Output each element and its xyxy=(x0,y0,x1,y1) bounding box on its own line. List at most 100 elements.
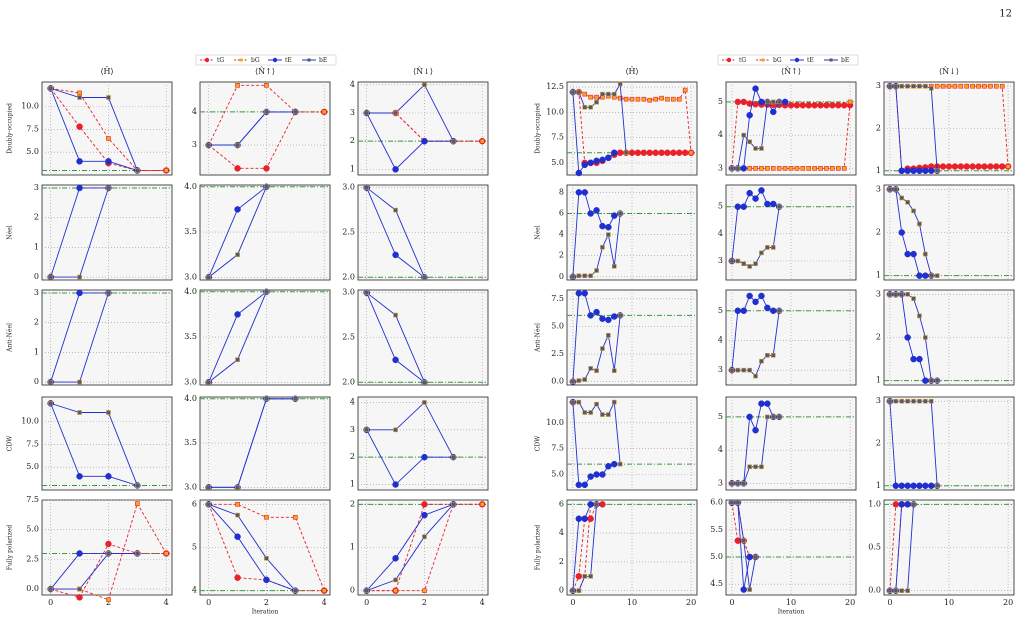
marker xyxy=(106,95,111,100)
marker xyxy=(917,313,922,319)
y-tick-label: 1 xyxy=(876,271,881,280)
marker xyxy=(588,410,593,415)
y-tick-label: 10.0 xyxy=(546,418,564,427)
panel: 3 4 5 xyxy=(718,396,857,491)
marker xyxy=(599,222,606,230)
y-tick-label: 10.0 xyxy=(21,417,39,426)
y-tick-label: 2 xyxy=(876,333,881,342)
marker xyxy=(923,251,928,257)
panel: 3 4 5 xyxy=(718,184,857,281)
panel-bg xyxy=(199,81,331,176)
marker xyxy=(264,109,269,115)
panel: 2.0 2.5 3.0 xyxy=(342,183,489,281)
y-tick-label: 5.0 xyxy=(551,158,564,167)
marker xyxy=(76,123,83,130)
marker xyxy=(76,594,83,601)
y-tick-label: 1 xyxy=(350,543,355,552)
y-tick-label: 7.5 xyxy=(551,444,564,453)
marker xyxy=(753,261,758,267)
y-tick-label: 5 xyxy=(718,306,723,315)
y-tick-label: 2 xyxy=(876,439,881,448)
marker xyxy=(105,158,112,165)
marker xyxy=(264,83,269,88)
marker xyxy=(976,83,981,89)
y-tick-label: 2 xyxy=(350,499,355,508)
row-label: Anti-Néel xyxy=(7,323,14,353)
marker xyxy=(611,263,617,269)
marker xyxy=(393,427,398,433)
y-tick-label: 8 xyxy=(559,187,564,196)
marker xyxy=(393,577,398,583)
series-line xyxy=(366,429,454,486)
marker xyxy=(752,85,759,92)
marker xyxy=(421,453,428,461)
marker xyxy=(451,502,456,507)
marker xyxy=(106,290,111,296)
y-tick-label: 5 xyxy=(718,412,723,421)
y-tick-label: 2.0 xyxy=(342,377,355,386)
y-tick-label: 4 xyxy=(192,107,197,116)
marker xyxy=(582,573,588,579)
marker xyxy=(911,398,916,404)
marker xyxy=(576,273,582,279)
series-line xyxy=(50,87,167,171)
y-tick-label: 3.0 xyxy=(184,272,197,281)
marker xyxy=(665,96,670,102)
y-tick-label: 0 xyxy=(34,377,39,386)
y-tick-label: 2.5 xyxy=(551,349,564,358)
marker xyxy=(887,292,893,297)
marker xyxy=(611,91,617,97)
marker xyxy=(934,273,940,278)
marker xyxy=(835,166,841,171)
marker xyxy=(759,464,764,470)
marker xyxy=(652,149,659,157)
marker xyxy=(753,146,758,151)
y-tick-label: 0 xyxy=(350,586,355,595)
marker xyxy=(570,89,576,95)
legend-label: bE xyxy=(841,57,849,64)
marker xyxy=(670,149,677,157)
marker xyxy=(479,502,485,507)
x-tick-label: 20 xyxy=(1003,598,1013,607)
marker xyxy=(594,99,599,105)
marker xyxy=(581,481,588,489)
marker xyxy=(77,379,82,385)
y-tick-label: 1 xyxy=(876,481,881,490)
column-title: ⟨N̂↓⟩ xyxy=(413,67,433,76)
y-tick-label: 2.5 xyxy=(342,333,355,342)
y-tick-label: 4 xyxy=(350,397,355,406)
panel: 5.0 7.5 10.0 xyxy=(21,81,173,176)
marker xyxy=(788,166,794,171)
marker xyxy=(805,102,812,109)
marker xyxy=(600,244,605,250)
marker xyxy=(794,166,800,171)
marker xyxy=(611,460,618,468)
marker xyxy=(664,149,671,157)
marker xyxy=(752,298,759,306)
marker xyxy=(594,502,599,507)
marker xyxy=(106,185,111,191)
marker xyxy=(812,166,817,171)
marker xyxy=(988,83,993,89)
marker xyxy=(76,473,83,480)
page-number: 12 xyxy=(999,9,1012,20)
y-tick-label: 4 xyxy=(559,230,564,239)
marker xyxy=(993,163,1000,170)
series-line xyxy=(366,112,454,171)
marker xyxy=(594,94,599,100)
marker xyxy=(76,158,83,165)
y-tick-label: 3.0 xyxy=(184,482,197,491)
marker xyxy=(841,166,847,171)
x-tick-label: 20 xyxy=(686,598,696,607)
marker xyxy=(811,102,818,109)
panel: 3.0 3.5 4.0 xyxy=(184,182,331,281)
marker xyxy=(77,95,82,100)
marker xyxy=(421,137,428,145)
marker xyxy=(928,86,934,91)
legend-label: tG xyxy=(739,57,746,64)
marker xyxy=(293,109,298,115)
marker xyxy=(735,500,741,506)
marker xyxy=(688,150,694,156)
marker xyxy=(922,482,929,490)
marker xyxy=(923,83,928,89)
